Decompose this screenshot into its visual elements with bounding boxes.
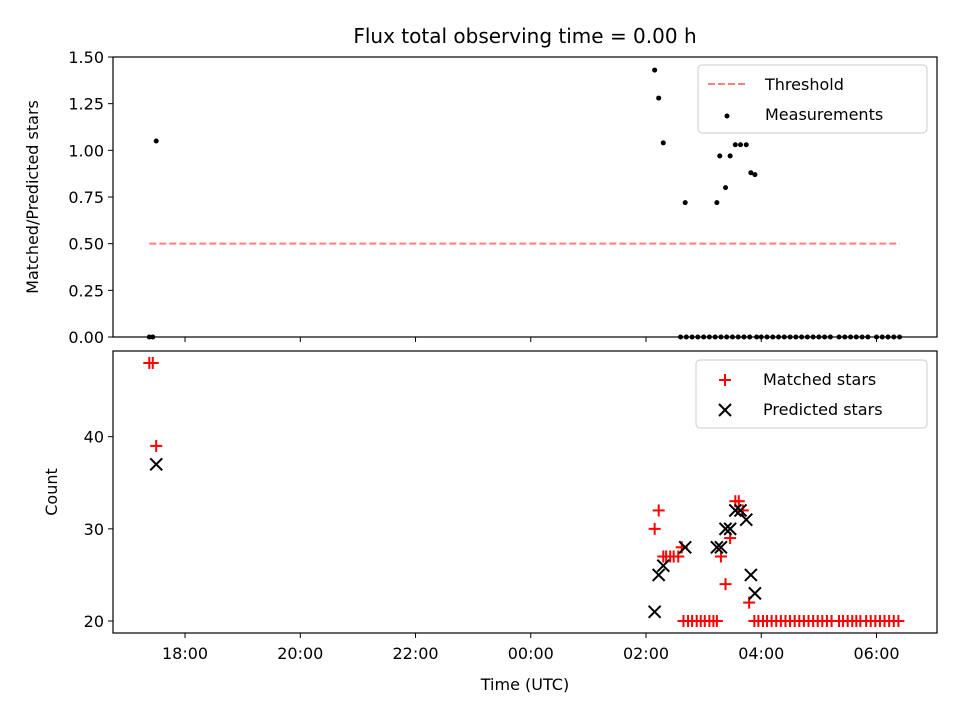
matched-star-point: [732, 495, 745, 508]
bottom-axes-frame: [112, 350, 938, 634]
panel-top: Flux total observing time = 0.00 h Match…: [23, 24, 938, 347]
measurement-point: [714, 200, 720, 206]
measurement-point: [153, 138, 159, 144]
matched-star-point: [150, 439, 163, 452]
measurement-point: [656, 95, 662, 101]
predicted-star-point: [710, 540, 724, 555]
legend-predicted-label: Predicted stars: [763, 400, 883, 419]
matched-star-point: [736, 504, 749, 517]
measurement-point: [723, 185, 729, 191]
bottom-x-ticks: 18:00 20:00 22:00 00:00 02:00 04:00 06:00: [162, 633, 900, 663]
bottom-x-axis-label: Time (UTC): [480, 675, 569, 694]
top-y-ticks: 0.00 0.25 0.50 0.75 1.00 1.25 1.50: [68, 48, 113, 347]
bottom-y-tick-label: 40: [84, 428, 104, 447]
matched-star-point: [648, 522, 661, 535]
bottom-y-tick-label: 20: [84, 612, 104, 631]
measurement-point: [717, 153, 723, 159]
top-axes-frame: [112, 56, 938, 338]
legend-measurements-label: Measurements: [765, 105, 883, 124]
top-legend-box: [697, 64, 928, 134]
top-y-tick-label: 1.50: [68, 48, 104, 67]
bottom-y-ticks: 20 30 40: [84, 428, 113, 631]
top-y-tick-label: 0.50: [68, 235, 104, 254]
predicted-star-point: [678, 540, 692, 555]
top-chart-title: Flux total observing time = 0.00 h: [353, 24, 696, 48]
matched-star-point: [710, 615, 723, 628]
bottom-x-tick-label: 22:00: [392, 644, 438, 663]
legend-measurements-swatch: [724, 113, 730, 119]
predicted-star-point: [744, 568, 758, 582]
bottom-x-tick-label: 06:00: [853, 644, 899, 663]
measurement-point: [652, 67, 658, 73]
bottom-x-tick-label: 20:00: [277, 644, 323, 663]
matched-star-point: [892, 615, 905, 628]
predicted-star-point: [723, 522, 737, 536]
predicted-star-point: [656, 559, 671, 573]
predicted-star-point: [714, 540, 728, 555]
matched-star-point: [146, 356, 159, 369]
bottom-x-tick-label: 00:00: [508, 644, 554, 663]
bottom-y-tick-label: 30: [84, 520, 104, 539]
bottom-legend-box: [695, 359, 928, 429]
legend-predicted-swatch: [718, 403, 732, 417]
measurement-point: [682, 200, 688, 206]
measurement-point: [738, 142, 744, 148]
predicted-star-point: [733, 503, 748, 518]
top-y-tick-label: 0.25: [68, 281, 104, 300]
matched-star-point: [672, 550, 685, 563]
top-y-axis-label: Matched/Predicted stars: [23, 100, 42, 294]
bottom-marks: [143, 356, 905, 628]
bottom-y-axis-label: Count: [42, 468, 61, 516]
predicted-star-point: [718, 522, 733, 536]
predicted-star-point: [728, 503, 743, 518]
top-y-tick-label: 1.00: [68, 141, 104, 160]
top-y-tick-label: 0.00: [68, 328, 104, 347]
predicted-star-point: [739, 512, 753, 527]
legend-threshold-label: Threshold: [764, 75, 844, 94]
panel-bottom: Count Time (UTC) 20 30 40 18:00 20:00 22:00 0…: [42, 350, 938, 694]
legend-matched-label: Matched stars: [763, 370, 876, 389]
legend-matched-swatch: [719, 374, 731, 386]
matched-star-point: [652, 504, 665, 517]
predicted-star-point: [149, 457, 163, 472]
measurement-point: [748, 170, 754, 176]
bottom-x-tick-label: 18:00: [162, 644, 208, 663]
bottom-x-tick-label: 04:00: [738, 644, 784, 663]
measurement-point: [727, 153, 733, 159]
measurement-point: [660, 140, 666, 146]
measurement-point: [752, 172, 758, 178]
top-legend: Threshold Measurements: [697, 64, 928, 134]
predicted-star-point: [748, 586, 762, 601]
bottom-x-tick-label: 02:00: [623, 644, 669, 663]
bottom-legend: Matched stars Predicted stars: [695, 359, 928, 429]
measurement-point: [743, 142, 749, 148]
matched-star-point: [719, 578, 732, 591]
top-y-tick-label: 1.25: [68, 95, 104, 114]
predicted-star-point: [647, 605, 662, 619]
top-y-tick-label: 0.75: [68, 188, 104, 207]
measurement-point: [732, 142, 738, 148]
predicted-star-point: [651, 568, 666, 582]
